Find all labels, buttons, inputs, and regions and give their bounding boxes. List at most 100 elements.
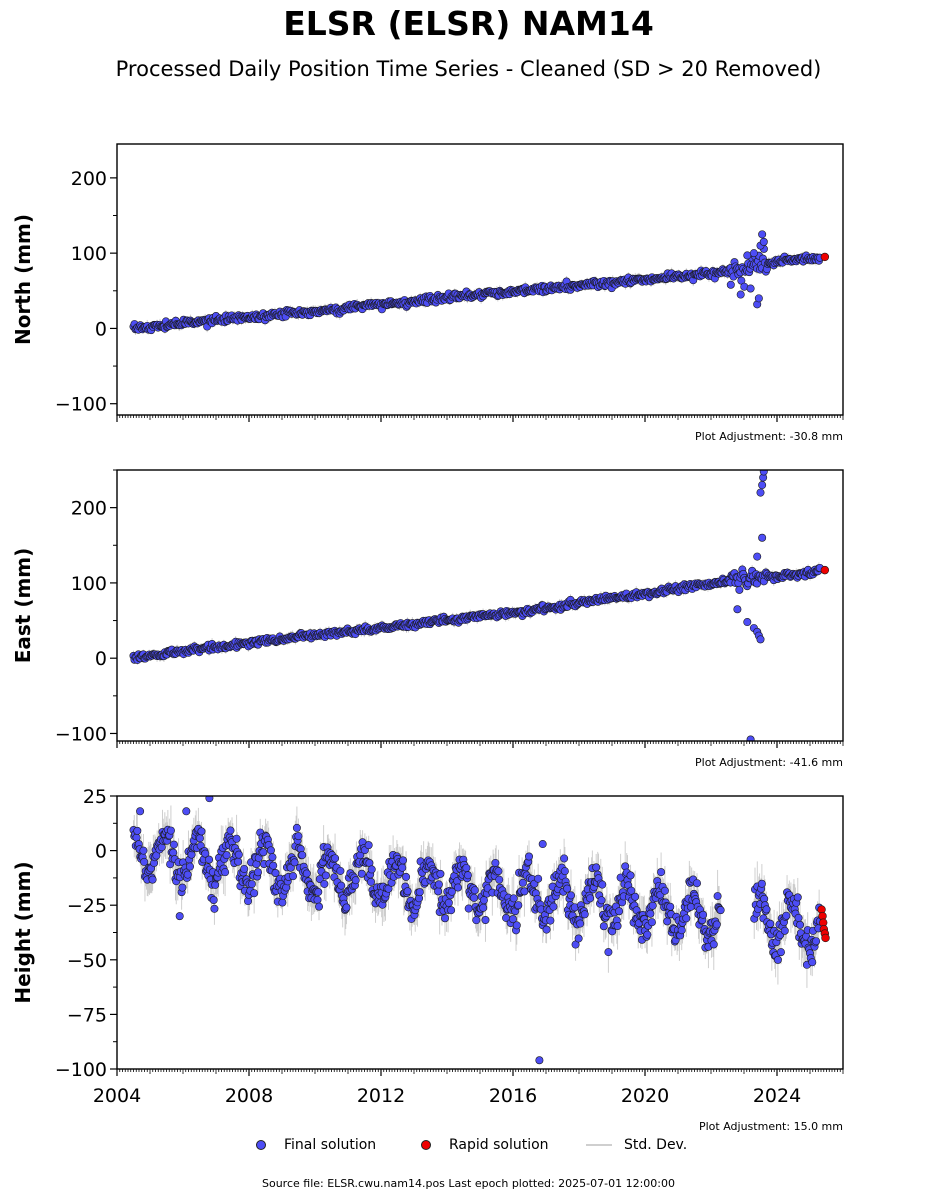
final-solution-point (598, 880, 607, 889)
final-solution-point (479, 903, 488, 912)
final-solution-point (402, 872, 411, 881)
final-solution-point (290, 858, 299, 867)
final-solution-point (592, 863, 601, 872)
final-solution-point (314, 887, 323, 896)
final-solution-point (292, 823, 301, 832)
final-solution-point (434, 887, 443, 896)
final-solution-point (560, 854, 569, 863)
final-solution-point (234, 850, 243, 859)
final-solution-point (148, 875, 157, 884)
final-solution-point (463, 871, 472, 880)
outlier-point (753, 552, 762, 561)
outlier-point (726, 280, 735, 289)
final-solution-point (166, 826, 175, 835)
final-solution-point (298, 851, 307, 860)
final-solution-point (313, 895, 322, 904)
final-solution-point (447, 887, 456, 896)
final-solution-point (278, 898, 287, 907)
final-solution-point (509, 894, 518, 903)
outlier-point (749, 249, 758, 258)
rapid-solution-point (820, 565, 830, 575)
outlier-point (756, 488, 765, 497)
outlier-point (758, 230, 767, 239)
outlier-point (758, 481, 767, 490)
final-solution-point (563, 884, 572, 893)
final-solution-point (133, 826, 142, 835)
final-solution-point (342, 903, 351, 912)
final-solution-point (546, 916, 555, 925)
final-solution-point (666, 902, 675, 911)
y-tick-label: −100 (55, 394, 107, 416)
final-solution-point (692, 879, 701, 888)
final-solution-point (518, 878, 527, 887)
final-solution-point (470, 893, 479, 902)
final-solution-point (508, 915, 517, 924)
final-solution-point (259, 848, 268, 857)
final-solution-point (647, 918, 656, 927)
final-solution-point (197, 827, 206, 836)
final-solution-point (320, 879, 329, 888)
final-solution-point (221, 868, 230, 877)
final-solution-point (240, 864, 249, 873)
final-solution-point (205, 855, 214, 864)
final-solution-point (269, 861, 278, 870)
final-solution-point (209, 896, 218, 905)
final-solution-point (294, 832, 303, 841)
y-tick-label: 0 (95, 648, 107, 670)
final-solution-point (631, 892, 640, 901)
final-solution-point (253, 868, 262, 877)
final-solution-point (232, 834, 241, 843)
final-solution-point (398, 863, 407, 872)
outlier-point (759, 470, 768, 476)
final-solution-point (139, 846, 148, 855)
final-solution-point (626, 871, 635, 880)
final-solution-point (663, 917, 672, 926)
final-solution-point (441, 914, 450, 923)
final-solution-point (615, 907, 624, 916)
final-solution-point (677, 926, 686, 935)
y-tick-label: 0 (95, 318, 107, 340)
east-axis-label: East (mm) (11, 548, 35, 664)
final-solution-point (660, 886, 669, 895)
final-solution-point (315, 875, 324, 884)
final-solution-point (549, 902, 558, 911)
final-solution-point (195, 834, 204, 843)
final-solution-point (566, 891, 575, 900)
final-solution-point (415, 888, 424, 897)
final-solution-point (250, 889, 259, 898)
final-solution-point (331, 854, 340, 863)
chart-subtitle: Processed Daily Position Time Series - C… (115, 57, 822, 81)
final-solution-point (436, 869, 445, 878)
final-solution-point (648, 901, 657, 910)
outlier-point (759, 237, 768, 246)
final-solution-point (470, 886, 479, 895)
final-solution-point (514, 901, 523, 910)
final-solution-point (444, 898, 453, 907)
final-solution-point (315, 902, 324, 911)
final-solution-point (599, 922, 608, 931)
final-solution-point (186, 862, 195, 871)
final-solution-point (479, 896, 488, 905)
final-solution-point (464, 904, 473, 913)
final-solution-point (434, 880, 443, 889)
final-solution-point (302, 869, 311, 878)
outlier-point (756, 635, 765, 644)
east-panel: −100 0 100 200 East (mm) Plot Adjustment: -41… (11, 469, 844, 769)
outlier-point (743, 618, 752, 627)
chart-title: ELSR (ELSR) NAM14 (283, 4, 654, 43)
final-solution-point (643, 930, 652, 939)
y-tick-label: −100 (55, 723, 107, 745)
final-solution-point (525, 852, 534, 861)
final-solution-point (268, 853, 277, 862)
final-solution-point (735, 585, 744, 594)
final-solution-point (321, 871, 330, 880)
y-tick-label: 100 (71, 573, 107, 595)
final-solution-point (403, 887, 412, 896)
final-solution-point (597, 896, 606, 905)
north-axis-label: North (mm) (11, 214, 35, 345)
final-solution-point (447, 906, 456, 915)
final-solution-point (247, 880, 256, 889)
final-solution-point (586, 894, 595, 903)
